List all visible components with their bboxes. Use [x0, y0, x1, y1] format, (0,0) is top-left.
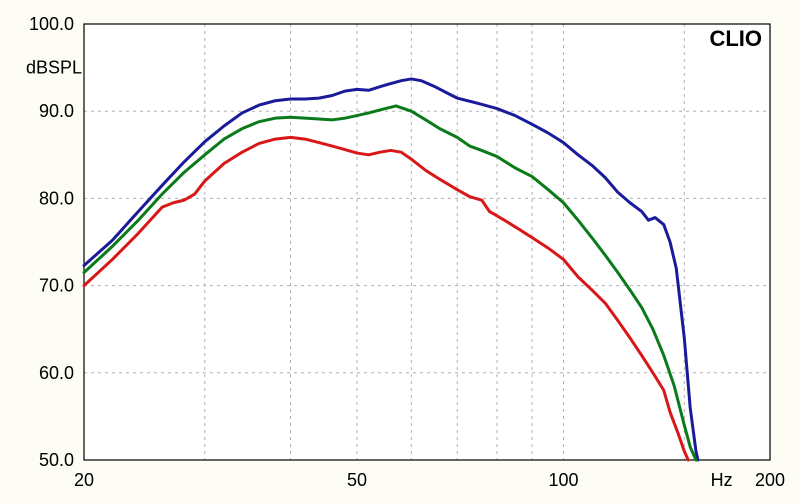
y-tick-label: 90.0 [39, 101, 74, 121]
x-tick-label: 20 [74, 470, 94, 490]
brand-label: CLIO [709, 26, 762, 51]
y-tick-label: 80.0 [39, 188, 74, 208]
y-axis-label: dBSPL [26, 58, 82, 78]
x-tick-label: 200 [755, 470, 785, 490]
x-tick-label: 50 [347, 470, 367, 490]
x-tick-label: 100 [548, 470, 578, 490]
y-tick-label: 50.0 [39, 450, 74, 470]
x-axis-label: Hz [711, 470, 733, 490]
y-tick-label: 100.0 [29, 14, 74, 34]
y-tick-label: 70.0 [39, 276, 74, 296]
y-tick-label: 60.0 [39, 363, 74, 383]
frequency-response-chart: 50.0 60.0 70.0 80.0 90.0 100.0 20 50 100 200 dBSPL… [0, 0, 800, 504]
chart-canvas: 50.0 60.0 70.0 80.0 90.0 100.0 20 50 100 200 dBSPL… [0, 0, 800, 504]
